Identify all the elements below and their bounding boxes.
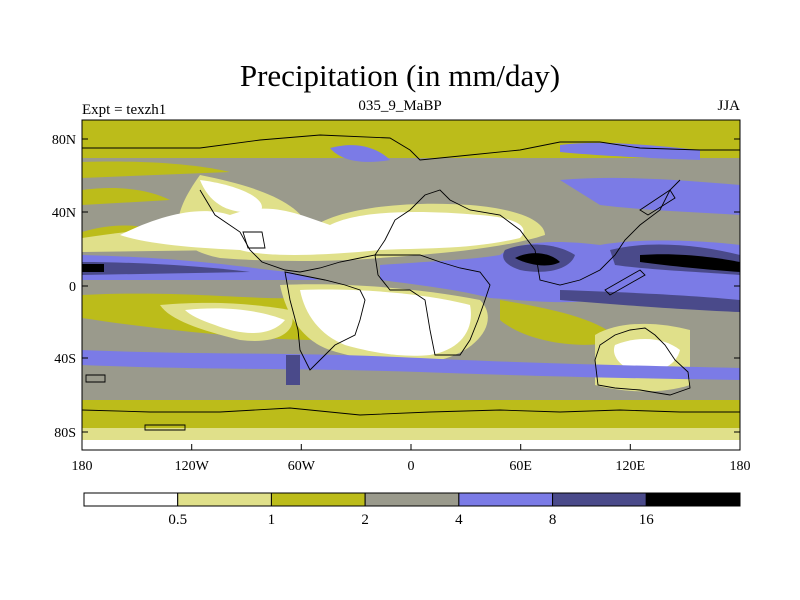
coastlines [82,134,740,431]
field-west-pacific-peak [640,254,740,272]
colorbar-labels: 0.5 1 2 4 8 16 [168,512,654,528]
coastline-south-america [284,271,366,371]
season-label: JJA [717,98,740,114]
colorbar [83,492,741,507]
colorbar-box [552,492,647,507]
y-tick-label: 80N [52,133,76,148]
colorbar-label: 8 [549,512,557,528]
field-itcz-peak [82,264,104,272]
x-tick-label: 60E [509,459,532,474]
field-north-asia-storm [560,142,700,160]
field-dry-northwest [200,180,262,213]
colorbar-box [177,492,272,507]
x-tick-label: 60W [288,459,316,474]
y-tick-label: 80S [54,426,76,441]
coastline-maritime-continent [604,269,646,296]
field-africa-dry-2 [300,289,471,356]
x-tick-label: 180 [72,459,93,474]
x-tick-label: 120E [616,459,646,474]
x-tick-label: 180 [730,459,751,474]
coastline-south-island [85,374,106,383]
x-tick-label: 0 [408,459,415,474]
colorbar-box [270,492,366,507]
y-axis-labels: 80N 40N 0 40S 80S [52,133,76,441]
coastline-arctic [82,134,740,161]
field-north-pacific-storm [82,161,230,178]
y-tick-label: 0 [69,280,76,295]
coastline-africa [374,254,491,356]
field-indian-dry [500,300,620,345]
coastline-australia [594,327,691,396]
field-storm-track-south [82,350,740,380]
coastline-central-america [242,231,266,249]
field-south-dry-3 [185,308,285,334]
field-monsoon-peak [515,253,560,266]
colorbar-box [645,492,741,507]
field-south-atlantic-wet [286,355,300,385]
colorbar-label: 2 [361,512,369,528]
field-northwest-band [82,188,170,205]
colorbar-box [458,492,554,507]
colorbar-box [83,492,179,507]
field-north-pacific-east-storm [560,177,740,215]
x-axis-labels: 180 120W 60W 0 60E 120E 180 [72,459,751,474]
field-south-pacific-band [560,290,740,312]
colorbar-label: 0.5 [168,512,187,528]
colorbar-label: 16 [639,512,655,528]
coastline-antarctic-shelf [144,424,186,431]
map-field [82,120,740,450]
plot-title: Precipitation (in mm/day) [239,58,561,93]
field-itcz-core [82,262,250,275]
colorbar-label: 1 [268,512,276,528]
field-dry-north-2 [120,208,524,255]
colorbar-box [364,492,460,507]
coastline-north-continents [199,179,681,286]
colorbar-label: 4 [455,512,463,528]
coastline-antarctica [82,407,740,416]
x-tick-label: 120W [175,459,210,474]
period-label: 035_9_MaBP [358,98,442,114]
axis-ticks [81,138,741,450]
y-tick-label: 40N [52,206,76,221]
field-north-atlantic-storm [330,145,390,162]
coastline-japan [639,189,676,216]
y-tick-label: 40S [54,352,76,367]
field-australia-dry-2 [613,338,680,372]
experiment-label: Expt = texzh1 [82,102,167,118]
